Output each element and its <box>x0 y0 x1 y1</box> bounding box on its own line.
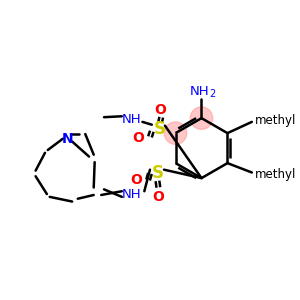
Text: 2: 2 <box>209 89 215 99</box>
Text: O: O <box>154 103 166 117</box>
Text: S: S <box>153 120 165 138</box>
Text: O: O <box>132 131 144 145</box>
Circle shape <box>190 107 213 129</box>
Text: O: O <box>130 173 142 187</box>
Text: methyl: methyl <box>255 168 296 181</box>
Circle shape <box>164 122 187 144</box>
Text: NH: NH <box>122 188 141 200</box>
Text: NH: NH <box>122 112 141 126</box>
Text: S: S <box>152 164 164 182</box>
Text: N: N <box>62 132 73 146</box>
Text: O: O <box>152 190 164 204</box>
Text: methyl: methyl <box>255 113 296 127</box>
Text: NH: NH <box>190 85 209 98</box>
